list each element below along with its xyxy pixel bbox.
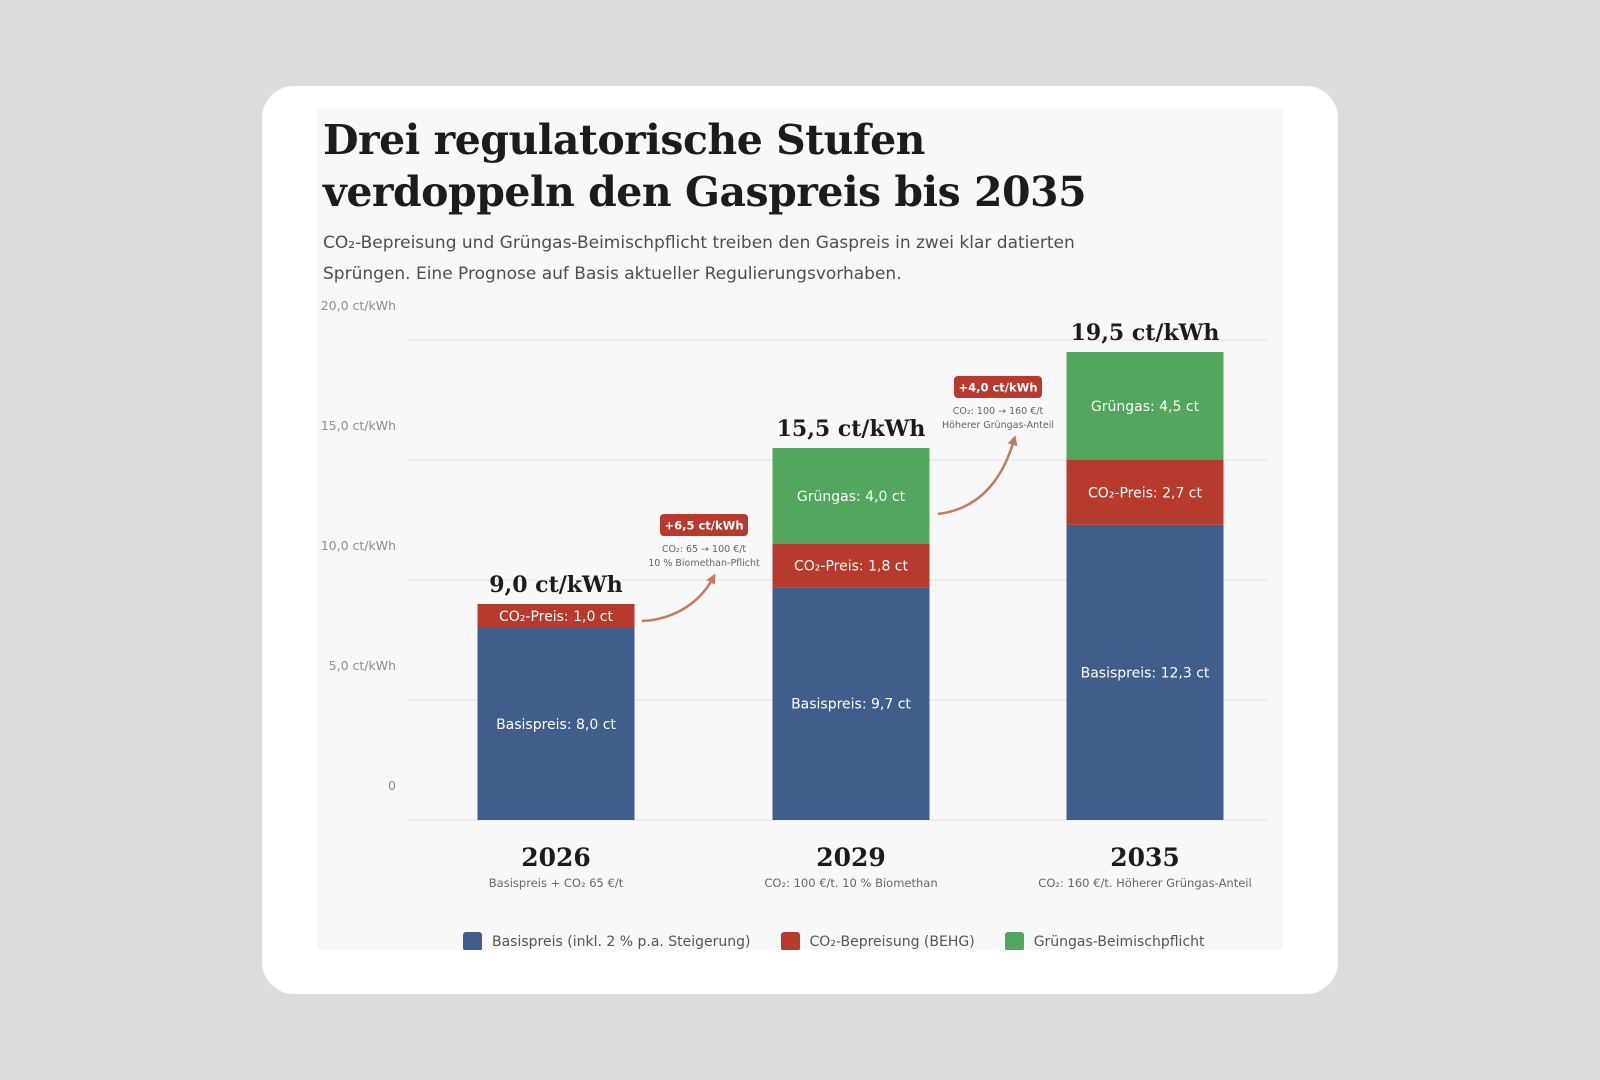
- total-label: 19,5 ct/kWh: [1071, 320, 1220, 346]
- x-category-subtitle: Basispreis + CO₂ 65 €/t: [489, 876, 624, 890]
- segment-label: CO₂-Preis: 2,7 ct: [1088, 485, 1202, 501]
- bar-segment-gruengas: [772, 448, 930, 544]
- annotation-badge: [954, 376, 1042, 398]
- stacked-bar-chart: 0 5,0 ct/kWh 10,0 ct/kWh 15,0 ct/kWh 20,0 ct…: [321, 298, 1267, 890]
- legend-label: Grüngas-Beimischpflicht: [1033, 933, 1205, 950]
- legend-swatch: [780, 932, 800, 950]
- title-line-2: verdoppeln den Gaspreis bis 2035: [323, 168, 1087, 216]
- annotation-arrow: [641, 573, 716, 623]
- legend-label: CO₂-Bepreisung (BEHG): [809, 933, 975, 950]
- annotation-note: CO₂: 65 → 100 €/t: [662, 544, 747, 555]
- annotation-badge-text: +4,0 ct/kWh: [958, 381, 1037, 395]
- legend-item-basis: Basispreis (inkl. 2 % p.a. Steigerung): [463, 932, 751, 950]
- bar-segment-gruengas: [1066, 352, 1224, 460]
- subtitle-line-1: CO₂-Bepreisung und Grüngas-Beimischpflic…: [323, 233, 1075, 253]
- y-tick-label: 10,0 ct/kWh: [321, 538, 396, 553]
- segment-label: Basispreis: 12,3 ct: [1081, 665, 1210, 681]
- annotation-note: Höherer Grüngas-Anteil: [942, 420, 1054, 431]
- segment-label: CO₂-Preis: 1,0 ct: [499, 609, 613, 625]
- x-category-label: 2026: [521, 843, 591, 872]
- legend-label: Basispreis (inkl. 2 % p.a. Steigerung): [492, 933, 751, 950]
- x-category-subtitle: CO₂: 100 €/t. 10 % Biomethan: [764, 876, 937, 890]
- chart-subtitle: CO₂-Bepreisung und Grüngas-Beimischpflic…: [323, 228, 1083, 290]
- total-label: 15,5 ct/kWh: [777, 416, 926, 442]
- chart-title: Drei regulatorische Stufen verdoppeln de…: [323, 114, 1223, 218]
- annotation-badge: [660, 514, 748, 536]
- chart-panel: Drei regulatorische Stufen verdoppeln de…: [317, 108, 1283, 950]
- legend-swatch: [463, 932, 482, 950]
- segment-label: Grüngas: 4,5 ct: [1091, 399, 1200, 415]
- y-tick-label: 0: [388, 778, 396, 793]
- chart-card: Drei regulatorische Stufen verdoppeln de…: [262, 86, 1338, 994]
- title-line-1: Drei regulatorische Stufen: [323, 116, 925, 164]
- x-category-label: 2029: [816, 843, 886, 872]
- bar-segment-co2: [772, 544, 930, 588]
- y-tick-label: 20,0 ct/kWh: [321, 298, 396, 313]
- segment-label: Basispreis: 8,0 ct: [496, 717, 616, 733]
- annotation-badge-text: +6,5 ct/kWh: [664, 519, 743, 533]
- legend-item-co2: CO₂-Bepreisung (BEHG): [780, 932, 975, 950]
- bar-segment-co2: [1066, 460, 1224, 525]
- chart-legend: Basispreis (inkl. 2 % p.a. Steigerung) CO…: [463, 932, 1205, 950]
- segment-label: Grüngas: 4,0 ct: [797, 489, 906, 505]
- segment-label: CO₂-Preis: 1,8 ct: [794, 559, 908, 575]
- legend-swatch: [1004, 932, 1024, 950]
- bar-segment-basis: [477, 628, 635, 820]
- bar-segment-co2: [477, 604, 635, 628]
- bar-segment-basis: [1066, 524, 1224, 820]
- x-category-label: 2035: [1110, 843, 1180, 872]
- total-label: 9,0 ct/kWh: [489, 572, 622, 598]
- subtitle-line-2: Sprüngen. Eine Prognose auf Basis aktuel…: [323, 264, 902, 284]
- legend-item-gruengas: Grüngas-Beimischpflicht: [1004, 932, 1205, 950]
- y-tick-label: 15,0 ct/kWh: [321, 418, 396, 433]
- bar-segment-basis: [772, 587, 930, 820]
- segment-label: Basispreis: 9,7 ct: [791, 697, 911, 713]
- y-tick-label: 5,0 ct/kWh: [329, 658, 396, 673]
- annotation-note: 10 % Biomethan-Pflicht: [648, 558, 760, 569]
- annotation-arrow: [937, 435, 1018, 516]
- x-category-subtitle: CO₂: 160 €/t. Höherer Grüngas-Anteil: [1038, 876, 1251, 890]
- annotation-note: CO₂: 100 → 160 €/t: [953, 406, 1044, 417]
